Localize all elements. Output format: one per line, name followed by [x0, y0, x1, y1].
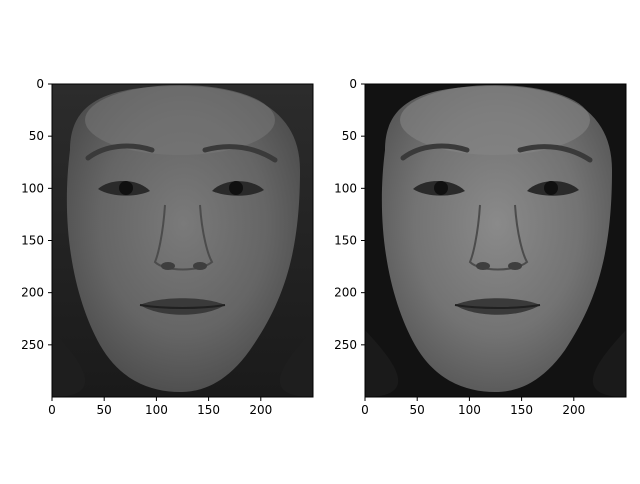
right-panel: 0 50 100 150 200 0 50 100 150 200 250	[334, 77, 627, 417]
y-tick-label: 150	[21, 234, 44, 248]
x-tick-label: 0	[48, 403, 56, 417]
left-y-axis: 0 50 100 150 200 250	[21, 77, 52, 352]
y-tick-label: 100	[21, 181, 44, 195]
y-tick-label: 150	[334, 234, 357, 248]
x-tick-label: 0	[361, 403, 369, 417]
y-tick-label: 50	[342, 129, 357, 143]
y-tick-label: 250	[21, 338, 44, 352]
right-face-image	[365, 84, 626, 397]
y-tick-label: 50	[29, 129, 44, 143]
x-tick-label: 50	[97, 403, 112, 417]
x-tick-label: 100	[145, 403, 168, 417]
y-tick-label: 0	[349, 77, 357, 91]
y-tick-label: 200	[334, 286, 357, 300]
right-y-axis: 0 50 100 150 200 250	[334, 77, 365, 352]
y-tick-label: 250	[334, 338, 357, 352]
y-tick-label: 100	[334, 181, 357, 195]
y-tick-label: 200	[21, 286, 44, 300]
x-tick-label: 100	[458, 403, 481, 417]
x-tick-label: 50	[410, 403, 425, 417]
x-tick-label: 200	[249, 403, 272, 417]
left-panel: 0 50 100 150 200 0 50 100 150 200 250	[21, 77, 314, 417]
x-tick-label: 200	[562, 403, 585, 417]
right-x-axis: 0 50 100 150 200	[361, 397, 585, 417]
x-tick-label: 150	[197, 403, 220, 417]
x-tick-label: 150	[510, 403, 533, 417]
left-face-image	[52, 84, 313, 397]
left-x-axis: 0 50 100 150 200	[48, 397, 272, 417]
y-tick-label: 0	[36, 77, 44, 91]
